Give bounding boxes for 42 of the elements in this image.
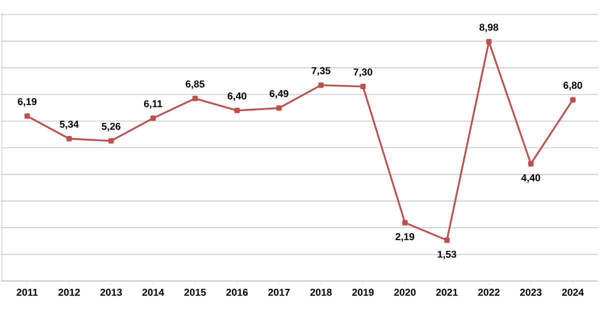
x-tick-label: 2020 [394, 288, 416, 296]
point [108, 138, 114, 144]
data-label: 7,30 [354, 68, 372, 77]
x-tick-label: 2022 [478, 288, 500, 296]
point [24, 113, 30, 119]
point [402, 220, 408, 226]
data-label: 6,11 [144, 100, 162, 109]
x-tick-label: 2019 [352, 288, 374, 296]
data-label: 1,53 [438, 250, 456, 260]
data-label: 6,49 [270, 90, 288, 99]
x-tick-label: 2013 [100, 288, 122, 296]
data-label: 8,98 [479, 24, 498, 32]
point [318, 82, 324, 88]
point [276, 105, 282, 111]
x-tick-label: 2017 [268, 288, 290, 296]
data-label: 6,40 [228, 92, 246, 101]
point [444, 238, 450, 243]
data-label: 6,80 [563, 82, 582, 90]
data-label: 4,40 [521, 174, 540, 183]
x-tick-label: 2016 [226, 288, 248, 296]
data-label: 5,34 [60, 120, 79, 130]
x-tick-label: 2012 [58, 288, 80, 296]
point [528, 161, 534, 166]
x-tick-label: 2023 [520, 288, 542, 296]
point [66, 136, 72, 142]
point [360, 84, 366, 90]
x-tick-label: 2015 [184, 288, 206, 296]
point [570, 97, 576, 102]
x-tick-label: 2014 [142, 288, 164, 296]
data-label: 6,85 [186, 80, 204, 89]
data-label: 7,35 [312, 67, 330, 76]
point [192, 96, 198, 102]
point [150, 115, 156, 121]
point [234, 108, 240, 114]
data-label: 5,26 [102, 122, 120, 132]
x-tick-label: 2021 [436, 288, 458, 296]
data-label: 6,19 [18, 98, 37, 107]
x-tick-label: 2018 [310, 288, 332, 296]
x-tick-label: 2024 [562, 288, 584, 296]
point [486, 39, 492, 44]
x-tick-label: 2011 [16, 288, 38, 296]
data-label: 2,19 [396, 233, 414, 242]
